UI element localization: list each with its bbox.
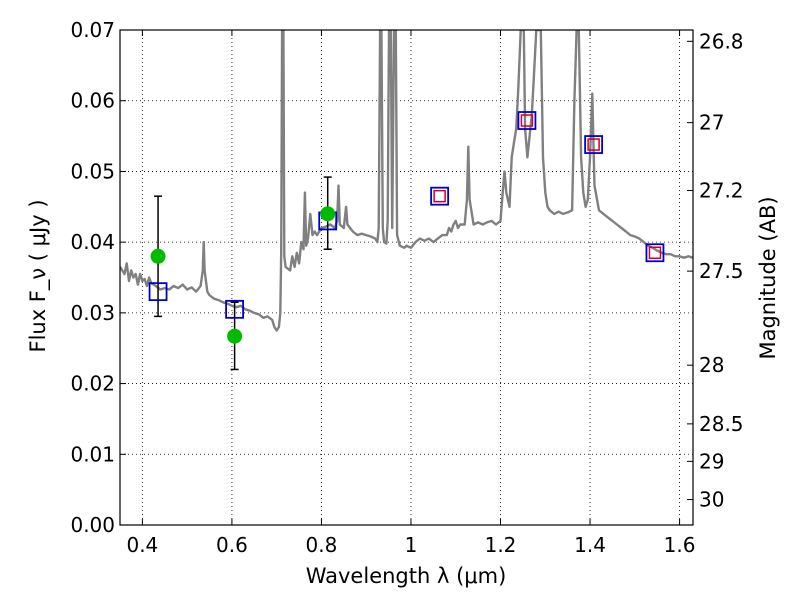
y-tick-label: 0.07 xyxy=(70,18,115,42)
ir-band-marker xyxy=(587,138,600,151)
right-tick-label: 27.2 xyxy=(699,179,744,203)
y-tick-label: 0.04 xyxy=(70,230,115,254)
x-tick-label: 1 xyxy=(405,533,418,557)
measured-flux-point xyxy=(320,206,336,222)
x-tick-label: 1.4 xyxy=(574,533,606,557)
plot-frame xyxy=(119,29,694,526)
points-layer xyxy=(148,111,665,371)
measured-flux-point xyxy=(150,248,166,264)
y-tick-label: 0.01 xyxy=(70,442,115,466)
y-tick-label: 0.05 xyxy=(70,159,115,183)
y-axis-title: Flux F_ν ( μJy ) xyxy=(26,199,51,352)
right-tick-label: 27.5 xyxy=(699,259,744,283)
model-band-marker xyxy=(430,186,450,206)
x-axis-title: Wavelength λ (μm) xyxy=(306,564,507,588)
model-band-marker xyxy=(584,135,604,154)
model-band-marker xyxy=(517,111,537,130)
right-tick-label: 29 xyxy=(699,449,724,473)
model-band-marker xyxy=(645,243,665,263)
ir-band-marker xyxy=(520,114,534,127)
y-tick-label: 0.06 xyxy=(70,89,115,113)
ir-band-marker xyxy=(433,189,446,203)
y-tick-label: 0.03 xyxy=(70,301,115,325)
right-tick-label: 28 xyxy=(699,353,724,377)
x-tick-label: 1.2 xyxy=(485,533,517,557)
x-tick-label: 0.8 xyxy=(306,533,338,557)
right-tick-label: 26.8 xyxy=(699,29,744,53)
y-tick-label: 0.02 xyxy=(70,372,115,396)
spectrum-layer xyxy=(120,30,693,332)
measured-flux-point xyxy=(227,328,243,344)
right-tick-label: 28.5 xyxy=(699,412,744,436)
x-tick-label: 0.6 xyxy=(216,533,248,557)
right-tick-label: 27 xyxy=(699,111,724,135)
ticks: 0.4 0.6 0.8 1 1.2 1.4 1.6 0.00 0.01 0.02 0.03 0.04 0… xyxy=(70,18,743,557)
spectrum-line xyxy=(120,30,693,332)
model-band-marker xyxy=(148,282,168,302)
right-axis-title: Magnitude (AB) xyxy=(756,196,780,359)
grid xyxy=(120,29,693,526)
ir-band-marker xyxy=(648,246,662,259)
x-tick-label: 0.4 xyxy=(126,533,158,557)
y-tick-label: 0.00 xyxy=(70,513,115,537)
x-tick-label: 1.6 xyxy=(664,533,696,557)
right-tick-label: 30 xyxy=(699,488,724,512)
model-band-marker xyxy=(225,299,245,319)
